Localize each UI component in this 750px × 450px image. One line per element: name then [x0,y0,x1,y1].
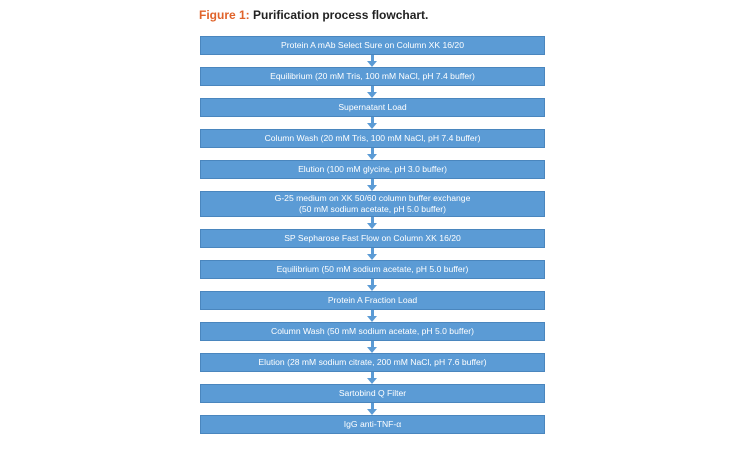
process-step-text: G-25 medium on XK 50/60 column buffer ex… [274,193,471,203]
down-arrow-icon [200,310,545,322]
arrow-head [367,254,377,260]
process-step-text: Protein A Fraction Load [327,295,418,305]
arrow-head [367,123,377,129]
down-arrow-icon [200,179,545,191]
arrow-head [367,185,377,191]
down-arrow-icon [200,248,545,260]
process-step-text: IgG anti-TNF-α [343,419,402,429]
process-step-text: Protein A mAb Select Sure on Column XK 1… [281,40,464,50]
arrow-shaft [371,217,374,223]
process-step-text: Elution (100 mM glycine, pH 3.0 buffer) [298,164,447,174]
arrow-shaft [371,403,374,409]
arrow-head [367,61,377,67]
arrow-head [367,285,377,291]
process-step: Supernatant Load [200,98,545,117]
arrow-head [367,154,377,160]
down-arrow-icon [200,86,545,98]
figure-label: Figure 1: [199,8,250,22]
down-arrow-icon [200,217,545,229]
arrow-shaft [371,148,374,154]
process-step-text: Column Wash (50 mM sodium acetate, pH 5.… [271,326,474,336]
arrow-shaft [371,117,374,123]
down-arrow-icon [200,148,545,160]
down-arrow-icon [200,279,545,291]
down-arrow-icon [200,55,545,67]
process-step-text: Equilibrium (20 mM Tris, 100 mM NaCl, pH… [270,71,475,81]
arrow-shaft [371,248,374,254]
arrow-head [367,347,377,353]
down-arrow-icon [200,117,545,129]
arrow-shaft [371,279,374,285]
process-step-text: (50 mM sodium acetate, pH 5.0 buffer) [299,204,446,214]
process-step: Elution (100 mM glycine, pH 3.0 buffer) [200,160,545,179]
process-step: Equilibrium (20 mM Tris, 100 mM NaCl, pH… [200,67,545,86]
down-arrow-icon [200,341,545,353]
arrow-shaft [371,55,374,61]
process-step: Sartobind Q Filter [200,384,545,403]
process-step: Elution (28 mM sodium citrate, 200 mM Na… [200,353,545,372]
process-step-text: SP Sepharose Fast Flow on Column XK 16/2… [284,233,461,243]
arrow-head [367,409,377,415]
process-step: Protein A mAb Select Sure on Column XK 1… [200,36,545,55]
process-step: IgG anti-TNF-α [200,415,545,434]
process-step: Column Wash (20 mM Tris, 100 mM NaCl, pH… [200,129,545,148]
process-step-text: Supernatant Load [338,102,407,112]
arrow-shaft [371,372,374,378]
arrow-shaft [371,341,374,347]
down-arrow-icon [200,403,545,415]
figure-caption: Figure 1: Purification process flowchart… [199,8,428,22]
process-step: Equilibrium (50 mM sodium acetate, pH 5.… [200,260,545,279]
purification-flowchart: Protein A mAb Select Sure on Column XK 1… [200,36,545,434]
process-step-text: Sartobind Q Filter [338,388,407,398]
process-step: G-25 medium on XK 50/60 column buffer ex… [200,191,545,217]
process-step: Column Wash (50 mM sodium acetate, pH 5.… [200,322,545,341]
arrow-head [367,378,377,384]
process-step-text: Column Wash (20 mM Tris, 100 mM NaCl, pH… [264,133,481,143]
arrow-shaft [371,310,374,316]
arrow-shaft [371,86,374,92]
figure-title: Purification process flowchart. [253,8,429,22]
down-arrow-icon [200,372,545,384]
process-step-text: Elution (28 mM sodium citrate, 200 mM Na… [258,357,487,367]
process-step: SP Sepharose Fast Flow on Column XK 16/2… [200,229,545,248]
arrow-head [367,316,377,322]
arrow-head [367,92,377,98]
process-step: Protein A Fraction Load [200,291,545,310]
arrow-head [367,223,377,229]
arrow-shaft [371,179,374,185]
process-step-text: Equilibrium (50 mM sodium acetate, pH 5.… [276,264,469,274]
